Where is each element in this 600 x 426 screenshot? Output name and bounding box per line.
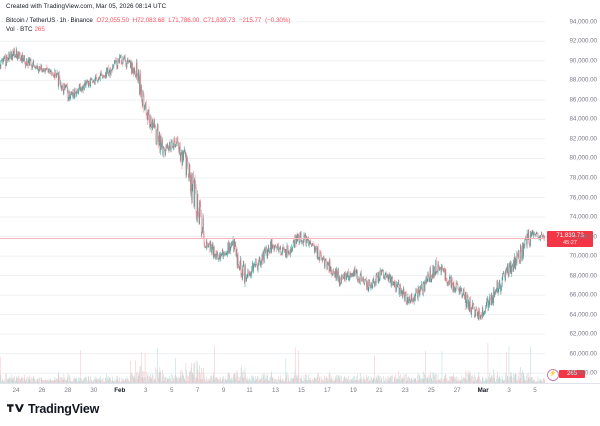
time-tick: 19: [349, 387, 357, 394]
time-tick: 5: [169, 387, 174, 394]
volume-value-badge: 265: [559, 370, 585, 378]
price-tick: 68,000.00: [569, 272, 597, 280]
lightning-icon: ⚡: [547, 369, 559, 381]
time-tick: 25: [427, 387, 435, 394]
price-tick: 74,000.00: [569, 213, 597, 221]
time-tick: 15: [297, 387, 305, 394]
price-tick: 70,000.00: [569, 252, 597, 260]
price-tick: 58,000.00: [569, 369, 597, 377]
time-tick: 24: [12, 387, 20, 394]
price-tick: 64,000.00: [569, 311, 597, 319]
time-tick: 3: [144, 387, 148, 394]
price-tick: 80,000.00: [569, 154, 597, 162]
time-tick: 7: [195, 387, 200, 394]
time-tick: Feb: [114, 387, 126, 394]
chart-frame: Bitcoin / TetherUS·1h·Binance O72,055.50…: [0, 12, 600, 397]
time-tick: Mar: [477, 387, 489, 394]
price-tick: 88,000.00: [569, 76, 597, 84]
price-tick: 76,000.00: [569, 194, 597, 201]
tradingview-logo-mark: [7, 403, 24, 412]
price-tick: 60,000.00: [569, 350, 597, 358]
chart-plot-area[interactable]: [0, 12, 545, 383]
tradingview-logo[interactable]: TradingView: [7, 402, 99, 416]
price-tick: 94,000.00: [569, 18, 597, 26]
price-tick: 72,000.00: [569, 233, 597, 241]
time-tick: 17: [323, 387, 331, 394]
current-price-badge: 71,839.73 45:27: [547, 231, 593, 248]
current-price-value: 71,839.73: [556, 232, 584, 240]
time-scale[interactable]: 24 26 28 30 Feb 3 5 7 9 11 13 15 17 19 21 23 25 27 Mar 3 5: [0, 383, 600, 397]
tradingview-logo-text: TradingView: [28, 402, 100, 416]
time-tick: 13: [272, 387, 279, 394]
candlestick-series: [0, 46, 545, 321]
price-tick: 86,000.00: [569, 96, 597, 104]
bar-countdown-timer: 45:27: [563, 239, 577, 246]
current-price-line: [0, 238, 545, 240]
time-tick: 27: [453, 387, 461, 394]
price-tick: 66,000.00: [569, 291, 597, 299]
time-tick: 30: [90, 387, 98, 394]
time-tick: 28: [64, 387, 72, 394]
time-tick: 23: [401, 387, 409, 394]
price-tick: 82,000.00: [569, 135, 597, 143]
volume-histogram: [0, 343, 545, 383]
footer: TradingView: [0, 396, 600, 426]
price-tick: 78,000.00: [569, 174, 597, 182]
time-tick: 3: [507, 387, 511, 394]
grid-lines: [0, 21, 545, 374]
attribution-text: Created with TradingView.com, Mar 05, 20…: [6, 3, 167, 10]
time-tick: 9: [221, 387, 226, 394]
price-tick: 62,000.00: [569, 330, 597, 338]
price-tick: 92,000.00: [569, 37, 597, 45]
price-tick: 84,000.00: [569, 115, 597, 123]
time-tick: 26: [38, 387, 46, 394]
time-tick: 11: [246, 387, 253, 394]
time-tick: 5: [533, 387, 537, 394]
price-tick: 90,000.00: [569, 57, 597, 65]
price-scale[interactable]: 71,839.73 45:27 ⚡ 265 94,000.00 92,000.00…: [545, 12, 600, 383]
time-tick: 21: [375, 387, 383, 394]
